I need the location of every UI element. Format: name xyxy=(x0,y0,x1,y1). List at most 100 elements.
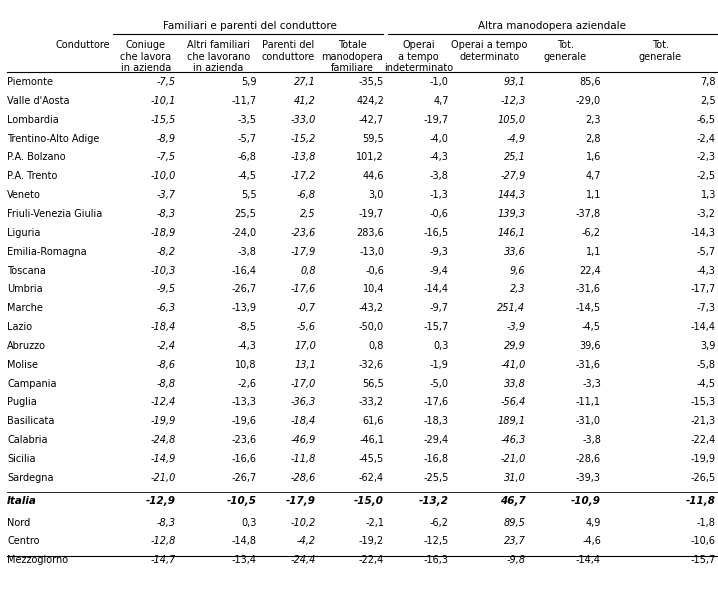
Text: Altri familiari
che lavorano
in azienda: Altri familiari che lavorano in azienda xyxy=(187,40,250,74)
Text: 1,6: 1,6 xyxy=(586,152,601,163)
Text: Abruzzo: Abruzzo xyxy=(7,341,46,351)
Text: -28,6: -28,6 xyxy=(291,472,316,483)
Text: -24,4: -24,4 xyxy=(291,555,316,565)
Text: -12,4: -12,4 xyxy=(151,397,176,407)
Text: -15,7: -15,7 xyxy=(691,555,716,565)
Text: -9,7: -9,7 xyxy=(430,303,449,313)
Text: -19,9: -19,9 xyxy=(691,454,716,464)
Text: Molise: Molise xyxy=(7,359,38,370)
Text: 10,4: 10,4 xyxy=(363,284,384,294)
Text: -3,8: -3,8 xyxy=(430,171,449,181)
Text: Lombardia: Lombardia xyxy=(7,115,59,125)
Text: -26,7: -26,7 xyxy=(231,284,256,294)
Text: -39,3: -39,3 xyxy=(576,472,601,483)
Text: -22,4: -22,4 xyxy=(359,555,384,565)
Text: -11,7: -11,7 xyxy=(231,96,256,106)
Text: -16,8: -16,8 xyxy=(424,454,449,464)
Text: -2,4: -2,4 xyxy=(697,134,716,144)
Text: Basilicata: Basilicata xyxy=(7,416,55,426)
Text: -41,0: -41,0 xyxy=(500,359,526,370)
Text: 3,9: 3,9 xyxy=(701,341,716,351)
Text: -46,3: -46,3 xyxy=(500,435,526,445)
Text: Parenti del
conduttore: Parenti del conduttore xyxy=(261,40,315,62)
Text: 27,1: 27,1 xyxy=(294,77,316,87)
Text: Italia: Italia xyxy=(7,496,37,507)
Text: -15,2: -15,2 xyxy=(291,134,316,144)
Text: 2,5: 2,5 xyxy=(700,96,716,106)
Text: Mezzogiorno: Mezzogiorno xyxy=(7,555,68,565)
Text: Trentino-Alto Adige: Trentino-Alto Adige xyxy=(7,134,100,144)
Text: Umbria: Umbria xyxy=(7,284,43,294)
Text: -24,0: -24,0 xyxy=(231,228,256,238)
Text: 31,0: 31,0 xyxy=(504,472,526,483)
Text: 101,2: 101,2 xyxy=(356,152,384,163)
Text: -37,8: -37,8 xyxy=(576,209,601,219)
Text: -19,7: -19,7 xyxy=(359,209,384,219)
Text: -16,6: -16,6 xyxy=(231,454,256,464)
Text: 46,7: 46,7 xyxy=(500,496,526,507)
Text: Toscana: Toscana xyxy=(7,266,46,276)
Text: 7,8: 7,8 xyxy=(700,77,716,87)
Text: Operai a tempo
determinato: Operai a tempo determinato xyxy=(451,40,528,62)
Text: -46,1: -46,1 xyxy=(359,435,384,445)
Text: -31,6: -31,6 xyxy=(576,359,601,370)
Text: -3,9: -3,9 xyxy=(506,322,526,332)
Text: P.A. Bolzano: P.A. Bolzano xyxy=(7,152,66,163)
Text: -17,6: -17,6 xyxy=(424,397,449,407)
Text: -19,7: -19,7 xyxy=(424,115,449,125)
Text: Totale
manodopera
familiare: Totale manodopera familiare xyxy=(321,40,383,74)
Text: -26,7: -26,7 xyxy=(231,472,256,483)
Text: -2,1: -2,1 xyxy=(365,517,384,527)
Text: -4,2: -4,2 xyxy=(297,536,316,547)
Text: -1,3: -1,3 xyxy=(430,190,449,200)
Text: 17,0: 17,0 xyxy=(294,341,316,351)
Text: -7,5: -7,5 xyxy=(157,77,176,87)
Text: 105,0: 105,0 xyxy=(498,115,526,125)
Text: -13,8: -13,8 xyxy=(291,152,316,163)
Text: -35,5: -35,5 xyxy=(359,77,384,87)
Text: 10,8: 10,8 xyxy=(235,359,256,370)
Text: 0,3: 0,3 xyxy=(434,341,449,351)
Text: -17,0: -17,0 xyxy=(291,379,316,389)
Text: Tot.
generale: Tot. generale xyxy=(544,40,587,62)
Text: -31,6: -31,6 xyxy=(576,284,601,294)
Text: -14,3: -14,3 xyxy=(691,228,716,238)
Text: -4,3: -4,3 xyxy=(430,152,449,163)
Text: -11,1: -11,1 xyxy=(576,397,601,407)
Text: 146,1: 146,1 xyxy=(498,228,526,238)
Text: -17,7: -17,7 xyxy=(691,284,716,294)
Text: -12,8: -12,8 xyxy=(151,536,176,547)
Text: -6,3: -6,3 xyxy=(157,303,176,313)
Text: -4,9: -4,9 xyxy=(506,134,526,144)
Text: -22,4: -22,4 xyxy=(691,435,716,445)
Text: -10,0: -10,0 xyxy=(151,171,176,181)
Text: 56,5: 56,5 xyxy=(363,379,384,389)
Text: -8,9: -8,9 xyxy=(157,134,176,144)
Text: -17,9: -17,9 xyxy=(291,246,316,257)
Text: -14,7: -14,7 xyxy=(151,555,176,565)
Text: -13,3: -13,3 xyxy=(231,397,256,407)
Text: -18,9: -18,9 xyxy=(151,228,176,238)
Text: -13,4: -13,4 xyxy=(231,555,256,565)
Text: -26,5: -26,5 xyxy=(691,472,716,483)
Text: 13,1: 13,1 xyxy=(294,359,316,370)
Text: Valle d'Aosta: Valle d'Aosta xyxy=(7,96,70,106)
Text: 3,0: 3,0 xyxy=(369,190,384,200)
Text: -1,9: -1,9 xyxy=(430,359,449,370)
Text: -8,3: -8,3 xyxy=(157,209,176,219)
Text: 1,1: 1,1 xyxy=(586,190,601,200)
Text: -46,9: -46,9 xyxy=(291,435,316,445)
Text: -50,0: -50,0 xyxy=(359,322,384,332)
Text: -17,6: -17,6 xyxy=(291,284,316,294)
Text: -6,2: -6,2 xyxy=(582,228,601,238)
Text: Calabria: Calabria xyxy=(7,435,47,445)
Text: -5,7: -5,7 xyxy=(237,134,256,144)
Text: -5,6: -5,6 xyxy=(297,322,316,332)
Text: Lazio: Lazio xyxy=(7,322,32,332)
Text: 5,9: 5,9 xyxy=(241,77,256,87)
Text: -4,6: -4,6 xyxy=(582,536,601,547)
Text: Marche: Marche xyxy=(7,303,43,313)
Text: -6,8: -6,8 xyxy=(297,190,316,200)
Text: -10,5: -10,5 xyxy=(226,496,256,507)
Text: Conduttore: Conduttore xyxy=(55,40,110,50)
